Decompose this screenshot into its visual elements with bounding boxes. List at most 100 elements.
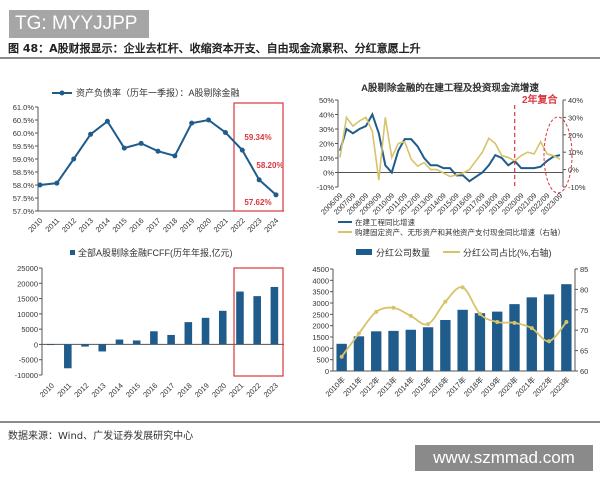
highlight-box [233,102,284,212]
x-tick-label: 2019 [193,381,211,399]
x-tick-label: 2012 [72,381,90,399]
data-point [477,311,482,316]
y-tick-label: 60.0% [13,129,35,138]
y-tick-label: 1000 [312,344,329,353]
x-tick-label: 2020 [195,216,213,234]
chart4-legend-1: 分红公司数量 [376,247,430,258]
y-tick-label: 3500 [312,288,329,297]
x-tick-label: 2022 [229,216,247,234]
fcff-bar [46,344,55,346]
y-tick-label: 2500 [312,310,329,319]
fcff-bar [236,291,244,345]
data-point [222,129,228,135]
data-point [529,326,534,331]
x-tick-label: 2011 [43,216,61,234]
dividend-count-bar [509,304,520,371]
dividend-count-bar [353,336,365,371]
data-point [138,140,144,146]
dividend-count-bar [388,330,399,371]
dividend-count-bar [422,327,434,371]
y-tick-label: 85 [580,265,588,274]
y-tick-label: 4000 [312,276,329,285]
construction-growth-line [339,112,561,183]
data-point [239,147,245,153]
dividend-count-bar [561,284,572,371]
data-point [206,117,212,123]
y-tick-label: 0 [325,367,329,376]
y-tick-label: 50% [319,96,334,105]
fcff-bar [64,344,72,369]
fcff-bar [98,344,107,352]
dividend-count-bar [543,294,555,371]
x-tick-label: 2016 [141,381,159,399]
data-point [356,331,361,336]
data-point [54,180,60,186]
x-tick-label: 2022 [244,381,262,399]
x-tick-label: 2017 [158,381,176,399]
x-tick-label: 2013 [77,216,95,234]
y-tick-label: 61.0% [13,103,35,112]
y-tick-label: -10000 [15,371,38,380]
chart1-legend: 资产负债率（历年一季报）：A股剔除金融 [76,87,240,98]
y-tick-label: 5000 [21,325,38,334]
data-point [172,153,178,159]
data-point [391,305,396,310]
y-tick-label: 10% [319,154,334,163]
fcff-bar [132,340,141,345]
data-point [460,285,465,290]
x-tick-label: 2018 [176,381,194,399]
data-point [88,131,94,137]
y-tick-label: 75 [580,306,588,315]
fcff-bar [167,334,175,345]
dividend-count-bar [526,297,537,371]
y-tick-label: 10000 [17,310,38,319]
data-label: 59.34% [244,133,271,142]
x-tick-label: 2015 [124,381,142,399]
y-tick-label: 2000 [312,322,329,331]
data-point [37,182,43,188]
y-tick-label: -10% [316,183,334,192]
data-point [256,177,262,183]
data-point [104,118,110,124]
chart2-title: A股剔除金融的在建工程及投资现金流增速 [361,82,539,94]
dividend-count-bar [492,311,503,371]
x-tick-label: 2010 [26,216,44,234]
y-tick-label: 70 [580,326,588,335]
dividend-count-bar [371,331,382,371]
y-tick-label: 40% [319,111,334,120]
y-tick-label: 60.5% [13,116,35,125]
x-tick-label: 2019 [178,216,196,234]
fcff-bar [253,296,261,345]
data-point [512,320,517,325]
legend-swatch [356,249,372,255]
fcff-bar [81,344,89,347]
y-tick-label: 10% [568,148,583,157]
source-note: 数据来源：Wind、广发证券发展研究中心 [8,431,194,442]
top-divider [0,57,600,59]
x-tick-label: 2024 [262,216,280,234]
legend-marker [59,90,65,96]
data-point [374,309,379,314]
y-tick-label: 57.0% [13,207,35,216]
data-point [339,354,344,359]
data-point [155,148,161,154]
data-point [495,320,500,325]
bottom-divider [0,421,600,423]
y-tick-label: 30% [568,113,583,122]
fcff-bar [270,286,279,345]
y-tick-label: 25000 [17,264,38,273]
x-tick-label: 2023 [262,381,280,399]
legend-swatch [70,250,75,255]
fcff-bar [184,322,193,345]
x-tick-label: 2014 [107,381,125,399]
y-tick-label: 60 [580,367,588,376]
highlight-box [233,267,284,377]
y-tick-label: 59.0% [13,155,35,164]
x-tick-label: 2023年 [548,374,573,399]
chart2-annotation: 2年复合 [522,93,559,106]
dividend-count-bar [474,313,486,371]
x-tick-label: 2021 [212,216,230,234]
chart3-legend: 全部A股剔除金融FCFF(历年年报,亿元) [78,247,233,258]
x-tick-label: 2012 [60,216,78,234]
